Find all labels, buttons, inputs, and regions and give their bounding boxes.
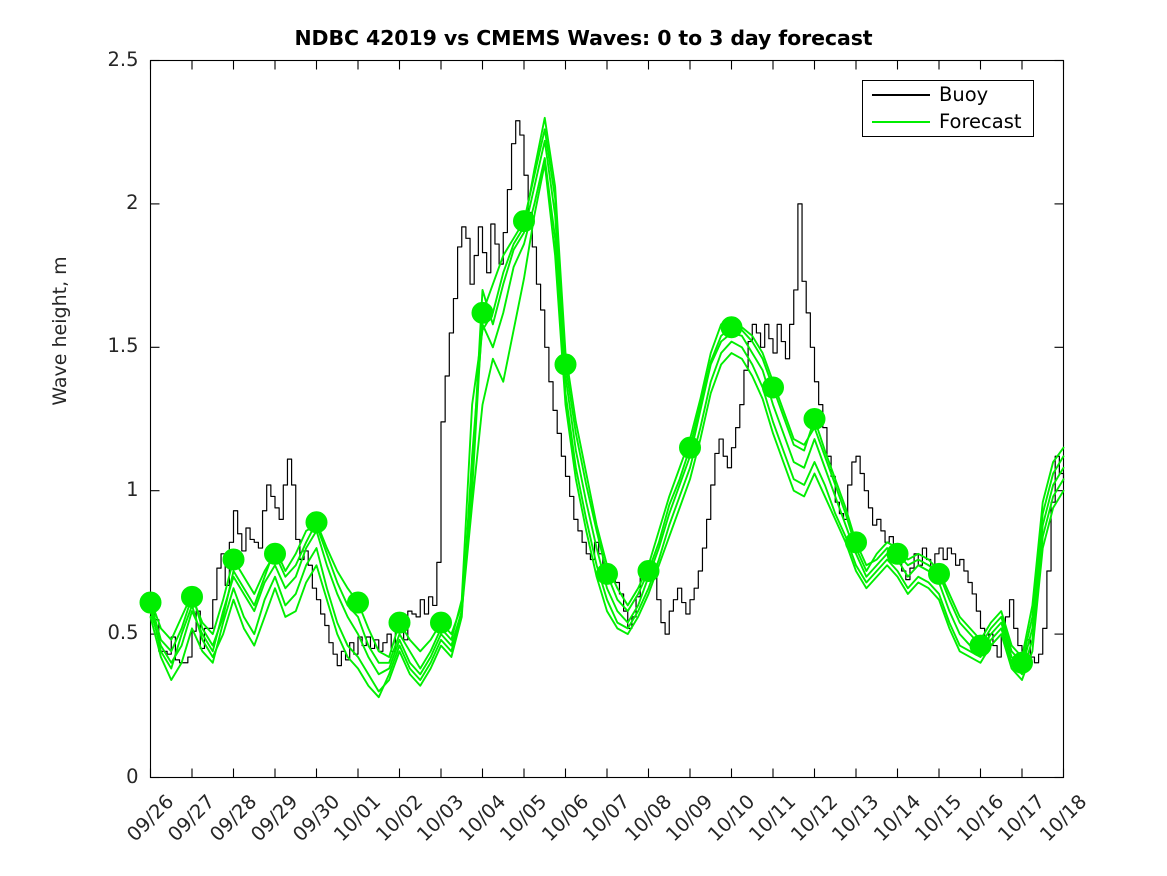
y-tick-label: 0 (77, 765, 139, 788)
y-tick-marks (151, 61, 1064, 778)
legend-row-forecast: Forecast (863, 108, 1035, 136)
y-tick-label: 0.5 (77, 621, 139, 644)
y-tick-label: 1.5 (77, 334, 139, 357)
legend-label-buoy: Buoy (939, 83, 988, 106)
y-tick-label: 2.5 (77, 48, 139, 71)
legend-swatch-forecast (872, 121, 930, 123)
series-lines (151, 118, 1064, 697)
legend: Buoy Forecast (862, 80, 1034, 137)
legend-label-forecast: Forecast (939, 110, 1022, 133)
legend-row-buoy: Buoy (863, 81, 1035, 109)
y-tick-label: 2 (77, 191, 139, 214)
forecast-daily-markers (140, 211, 1033, 674)
legend-swatch-buoy (872, 94, 930, 96)
x-tick-marks (151, 61, 1064, 778)
y-tick-label: 1 (77, 478, 139, 501)
axes-frame (151, 61, 1064, 778)
